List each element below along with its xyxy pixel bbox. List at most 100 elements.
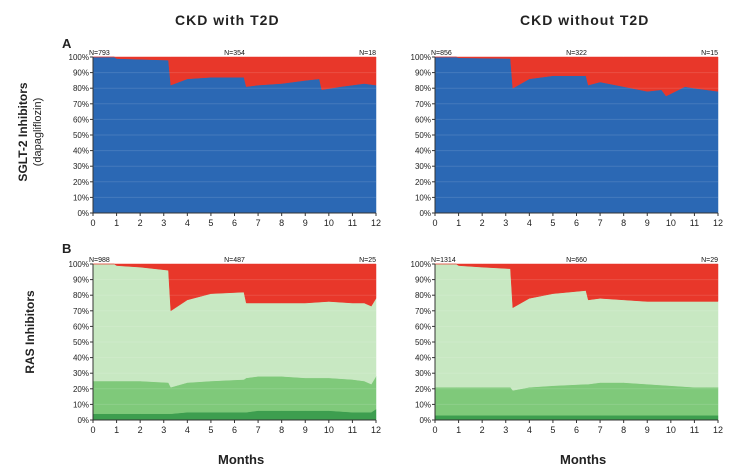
panel-0-area-discontinued: [93, 56, 377, 91]
panel-3-x-tick-label: 10: [666, 425, 676, 435]
panel-3-x-tick-label: 2: [480, 425, 485, 435]
panel-0-y-tick-label: 20%: [73, 178, 89, 187]
panel-1-x-tick-label: 9: [645, 218, 650, 228]
panel-1-y-tick-label: 90%: [415, 69, 431, 78]
panel-2-x-tick-label: 8: [279, 425, 284, 435]
panel-2-y-tick-label: 60%: [73, 322, 89, 331]
panel-0-y-tick-label: 90%: [73, 69, 89, 78]
panel-letter-a: A: [62, 36, 72, 51]
panel-2-x-tick-label: 11: [348, 425, 357, 435]
x-axis-label-right: Months: [560, 452, 607, 467]
panel-2-y-tick-label: 30%: [73, 369, 89, 378]
panel-3-y-tick-label: 20%: [415, 385, 431, 394]
panel-1-x-tick-label: 11: [690, 218, 699, 228]
panel-2-y-tick-label: 10%: [73, 400, 89, 409]
panel-1-area-discontinued: [435, 56, 719, 97]
panel-2-area-high-adherence: [92, 375, 377, 415]
panel-2-y-tick-label: 90%: [73, 276, 89, 285]
panel-1-y-tick-label: 20%: [415, 178, 431, 187]
panel-2-x-tick-label: 12: [371, 425, 381, 435]
panel-2-x-tick-label: 5: [208, 425, 213, 435]
panel-0-y-tick-label: 40%: [73, 147, 89, 156]
panel-1-y-tick-label: 100%: [411, 53, 431, 62]
panel-2-x-tick-label: 4: [185, 425, 190, 435]
panel-1-x-tick-label: 4: [527, 218, 532, 228]
panel-1-n-label: N=15: [701, 50, 718, 57]
panel-2-x-tick-label: 0: [90, 425, 95, 435]
panel-2-x-tick-label: 7: [256, 425, 261, 435]
panel-3-y-tick-label: 100%: [411, 260, 431, 269]
panel-1-y-tick-label: 60%: [415, 115, 431, 124]
column-title-with-t2d: CKD with T2D: [175, 12, 280, 28]
panel-3-x-tick-label: 1: [456, 425, 461, 435]
panel-2-y-tick-label: 80%: [73, 291, 89, 300]
panel-2-x-tick-label: 3: [161, 425, 166, 435]
panel-3-x-tick-label: 0: [432, 425, 437, 435]
panel-0-y-tick-label: 100%: [69, 53, 89, 62]
panel-2-y-tick-label: 20%: [73, 385, 89, 394]
panel-1-x-tick-label: 6: [574, 218, 579, 228]
panel-0-x-tick-label: 5: [208, 218, 213, 228]
panel-1-x-tick-label: 2: [480, 218, 485, 228]
panel-2-y-tick-label: 50%: [73, 338, 89, 347]
panel-0-x-tick-label: 3: [161, 218, 166, 228]
panel-2-x-tick-label: 6: [232, 425, 237, 435]
panel-1-y-tick-label: 10%: [415, 193, 431, 202]
x-axis-label-left: Months: [218, 452, 265, 467]
panel-3-y-tick-label: 10%: [415, 400, 431, 409]
panel-0-x-tick-label: 2: [138, 218, 143, 228]
panel-0-n-label: N=793: [89, 50, 110, 57]
panel-1-y-tick-label: 70%: [415, 100, 431, 109]
panel-3-x-tick-label: 11: [690, 425, 699, 435]
panel-3-n-label: N=29: [701, 257, 718, 264]
panel-3-y-tick-label: 50%: [415, 338, 431, 347]
panel-3-x-tick-label: 8: [621, 425, 626, 435]
panel-1-y-tick-label: 50%: [415, 131, 431, 140]
panel-3-y-tick-label: 40%: [415, 354, 431, 363]
panel-2-n-label: N=487: [224, 257, 245, 264]
panel-0-x-tick-label: 11: [348, 218, 357, 228]
panel-0-x-tick-label: 9: [303, 218, 308, 228]
column-title-without-t2d: CKD without T2D: [520, 12, 650, 28]
panel-0-x-tick-label: 4: [185, 218, 190, 228]
panel-0-n-label: N=18: [359, 50, 376, 57]
panel-1-x-tick-label: 10: [666, 218, 676, 228]
panel-1-x-tick-label: 12: [713, 218, 723, 228]
panel-0-x-tick-label: 6: [232, 218, 237, 228]
panel-3-y-tick-label: 60%: [415, 322, 431, 331]
panel-3-y-tick-label: 0%: [419, 416, 431, 425]
panel-0-x-tick-label: 10: [324, 218, 334, 228]
panel-2-y-tick-label: 40%: [73, 354, 89, 363]
panel-0-x-tick-label: 8: [279, 218, 284, 228]
panel-0-y-tick-label: 30%: [73, 162, 89, 171]
panel-3-n-label: N=660: [566, 257, 587, 264]
panel-2-x-tick-label: 10: [324, 425, 334, 435]
panel-3-x-tick-label: 6: [574, 425, 579, 435]
panel-3-x-tick-label: 12: [713, 425, 723, 435]
panel-letter-b: B: [62, 241, 72, 256]
panel-1-x-tick-label: 7: [598, 218, 603, 228]
panel-3-x-tick-label: 7: [598, 425, 603, 435]
panel-1-y-tick-label: 0%: [419, 209, 431, 218]
panel-3-x-tick-label: 3: [503, 425, 508, 435]
panel-2-n-label: N=25: [359, 257, 376, 264]
panel-0-x-tick-label: 12: [371, 218, 381, 228]
panel-3-x-tick-label: 4: [527, 425, 532, 435]
panel-1-n-label: N=322: [566, 50, 587, 57]
panel-0-n-label: N=354: [224, 50, 245, 57]
panel-1-y-tick-label: 40%: [415, 147, 431, 156]
panel-0-y-tick-label: 10%: [73, 193, 89, 202]
panel-0-x-tick-label: 7: [256, 218, 261, 228]
panel-3-n-label: N=1314: [431, 257, 456, 264]
panel-1-y-tick-label: 80%: [415, 84, 431, 93]
panel-2-x-tick-label: 1: [114, 425, 119, 435]
panel-3-y-tick-label: 70%: [415, 307, 431, 316]
panel-3-y-tick-label: 90%: [415, 276, 431, 285]
panel-1-x-tick-label: 3: [503, 218, 508, 228]
panel-1-y-tick-label: 30%: [415, 162, 431, 171]
panel-3-x-tick-label: 9: [645, 425, 650, 435]
panel-1-x-tick-label: 1: [456, 218, 461, 228]
panel-2-y-tick-label: 100%: [69, 260, 89, 269]
panel-0-x-tick-label: 0: [90, 218, 95, 228]
